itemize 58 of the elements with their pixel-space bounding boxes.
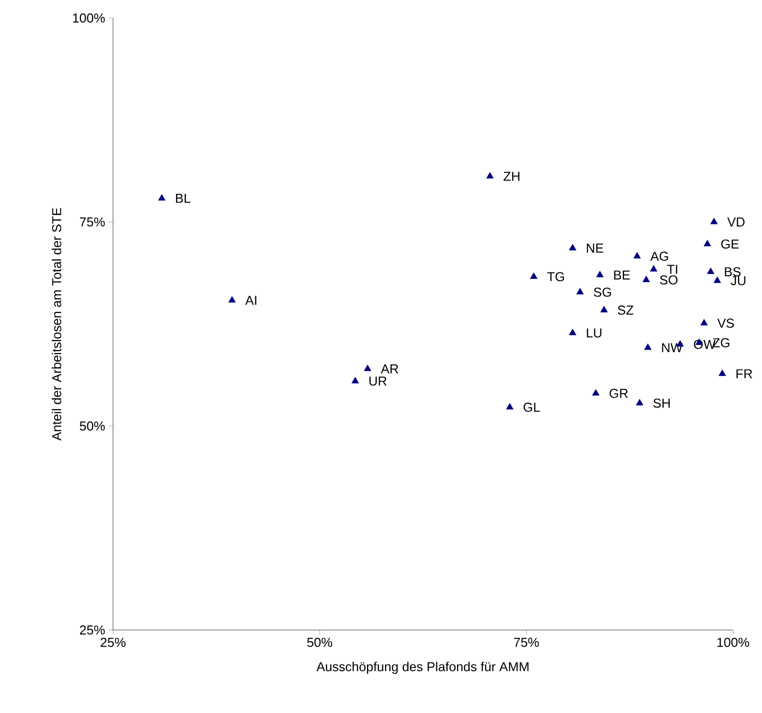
point	[650, 265, 658, 272]
annotation: VS	[717, 318, 734, 328]
x-axis-title: Ausschöpfung des Plafonds für AMM	[316, 662, 528, 674]
annotation: UR	[369, 376, 387, 386]
x-tick-label: 100%	[717, 638, 750, 647]
annotation: NW	[662, 343, 683, 352]
y-tick-label: 100%	[73, 13, 105, 23]
annotation: SZ	[618, 306, 634, 315]
annotation: LU	[586, 328, 602, 338]
annotation: SG	[594, 288, 612, 297]
point	[700, 318, 708, 326]
point	[530, 272, 538, 279]
point	[576, 288, 584, 294]
point	[714, 276, 721, 283]
point	[506, 403, 514, 410]
y-tick-label: 50%	[80, 421, 105, 431]
annotation: ZH	[504, 172, 520, 181]
point	[644, 343, 652, 350]
annotation: SH	[653, 398, 670, 408]
point	[568, 244, 576, 250]
point	[486, 172, 494, 179]
annotation: AR	[380, 364, 398, 374]
x-tick-label: 50%	[307, 638, 332, 647]
annotation: GL	[524, 402, 540, 412]
point	[642, 276, 650, 282]
annotation: SO	[660, 275, 678, 285]
annotation: GE	[721, 239, 739, 249]
point	[636, 398, 644, 406]
annotation: AI	[245, 296, 256, 305]
point	[596, 270, 604, 278]
point	[352, 376, 359, 384]
annotation: TI	[667, 264, 678, 274]
point	[633, 252, 641, 258]
point	[600, 306, 608, 312]
point	[707, 268, 714, 274]
y-tick-label: 75%	[80, 217, 105, 227]
annotation: BL	[176, 194, 190, 203]
point	[364, 364, 372, 372]
point	[158, 194, 166, 201]
x-tick-label: 75%	[514, 638, 539, 647]
annotation: BE	[614, 270, 630, 280]
annotation: BS	[724, 267, 741, 276]
point	[568, 328, 576, 336]
annotation: NE	[586, 244, 604, 253]
point	[718, 370, 726, 376]
y-axis-title: Anteil der Arbeitslosen am Total der STE	[52, 208, 62, 441]
point	[704, 240, 712, 246]
x-tick-label: 25%	[100, 638, 126, 647]
point	[710, 218, 718, 224]
point	[228, 296, 236, 303]
annotation: FR	[736, 369, 752, 378]
annotation: VD	[727, 218, 745, 226]
annotation: TG	[547, 272, 564, 282]
point	[592, 389, 600, 396]
annotation: AG	[650, 252, 668, 261]
annotation: GR	[610, 388, 628, 398]
y-tick-label: 25%	[80, 625, 105, 635]
annotation: JU	[730, 276, 746, 286]
